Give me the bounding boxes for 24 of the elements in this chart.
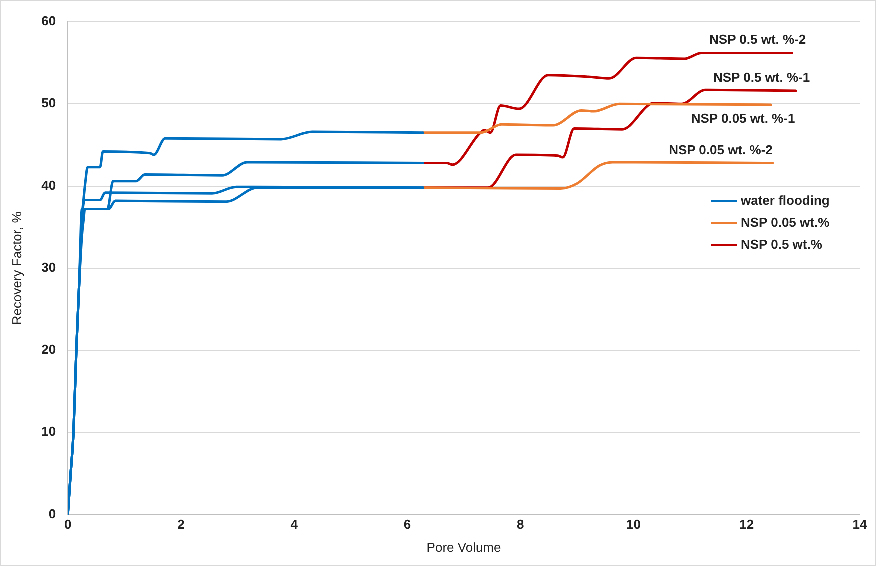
annotation: NSP 0.5 wt. %-2 xyxy=(710,32,806,48)
annotation: NSP 0.05 wt. %-2 xyxy=(669,142,773,158)
x-tick-label: 0 xyxy=(64,517,72,532)
annotation: NSP 0.05 wt. %-1 xyxy=(691,110,796,126)
x-tick-label: 14 xyxy=(852,517,868,532)
x-tick-label: 4 xyxy=(290,517,299,532)
x-tick-label: 10 xyxy=(626,517,641,532)
y-tick-label: 60 xyxy=(42,14,56,29)
legend-label: water flooding xyxy=(741,193,830,208)
x-tick-label: 2 xyxy=(178,517,185,532)
y-tick-label: 30 xyxy=(42,260,56,275)
x-tick-label: 8 xyxy=(516,517,524,532)
x-tick-label: 6 xyxy=(404,517,412,532)
legend-label: NSP 0.05 wt.% xyxy=(741,215,830,230)
y-axis-title: Recovery Factor, % xyxy=(9,211,24,326)
legend-label: NSP 0.5 wt.% xyxy=(741,237,822,252)
annotation: NSP 0.5 wt. %-1 xyxy=(714,70,810,85)
y-tick-label: 10 xyxy=(42,424,56,440)
y-tick-label: 20 xyxy=(42,342,56,358)
x-axis-title: Pore Volume xyxy=(426,540,502,555)
y-tick-label: 50 xyxy=(42,96,56,111)
x-tick-label: 12 xyxy=(740,517,754,532)
y-tick-label: 0 xyxy=(48,506,56,522)
y-tick-label: 40 xyxy=(42,178,56,193)
